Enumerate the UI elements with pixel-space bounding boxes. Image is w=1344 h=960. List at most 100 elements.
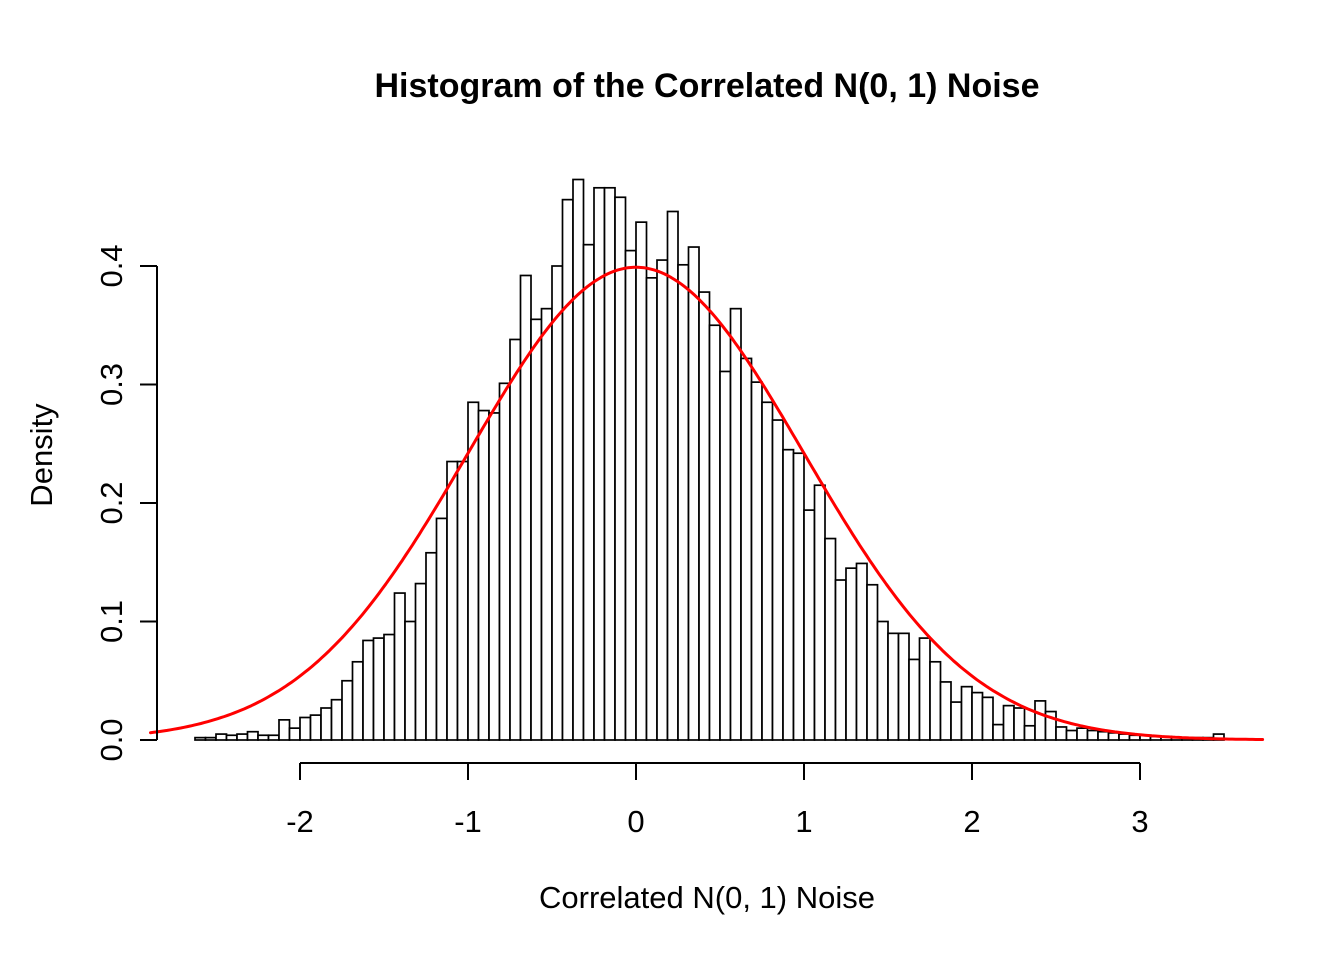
normal-density-curve	[149, 265, 1265, 741]
histogram-bar	[666, 210, 679, 741]
histogram-bar	[719, 370, 732, 741]
y-axis-ticks: 0.0 0.1 0.2 0.3 0.4	[94, 244, 157, 762]
histogram-bar	[698, 291, 711, 741]
histogram-bar	[404, 620, 417, 741]
histogram-bar	[771, 419, 784, 741]
x-tick-label: 3	[1131, 804, 1148, 839]
histogram-bar	[614, 196, 627, 741]
y-tick-label: 0.1	[94, 600, 129, 643]
histogram-bar	[624, 249, 637, 741]
histogram-bar	[1044, 710, 1057, 741]
histogram-bar	[383, 633, 396, 741]
histogram-bar	[876, 620, 889, 741]
histogram-bar	[1055, 726, 1068, 741]
histogram-bar	[1034, 700, 1047, 741]
histogram-bar	[393, 592, 406, 741]
histogram-bar	[1023, 724, 1036, 741]
histogram-bar	[257, 734, 270, 741]
histogram-bar	[908, 658, 921, 741]
y-axis-label: Density	[24, 403, 59, 507]
histogram-bar	[1013, 707, 1026, 741]
histogram-bar	[593, 186, 606, 741]
histogram-bar	[582, 243, 595, 741]
histogram-bar	[372, 637, 385, 741]
x-tick-label: 0	[627, 804, 644, 839]
y-tick-label: 0.3	[94, 363, 129, 406]
histogram-bar	[918, 637, 931, 741]
y-tick-label: 0.4	[94, 244, 129, 287]
histogram-bar	[981, 696, 994, 741]
histogram-bar	[887, 632, 900, 741]
histogram-bar	[267, 734, 280, 741]
histogram-bar	[561, 198, 574, 741]
histogram-bar	[1086, 729, 1099, 741]
histogram-bar	[351, 660, 364, 741]
histogram-bar	[225, 734, 238, 741]
histogram-bar	[1107, 732, 1120, 741]
x-tick-label: 2	[963, 804, 980, 839]
histogram-bar	[960, 685, 973, 741]
histogram-bar	[488, 412, 501, 741]
histogram-bar	[540, 307, 553, 741]
histogram-bar	[278, 719, 291, 741]
y-tick-label: 0.0	[94, 718, 129, 761]
histogram-bar	[1076, 727, 1089, 741]
histogram-bar	[971, 691, 984, 741]
histogram-bar	[677, 263, 690, 741]
histogram-bar	[1097, 730, 1110, 741]
histogram-bar	[215, 733, 228, 741]
x-axis-label: Correlated N(0, 1) Noise	[539, 880, 875, 915]
histogram-bar	[645, 277, 658, 741]
histogram-bar	[824, 537, 837, 741]
histogram-bar	[341, 679, 354, 741]
histogram-bar	[992, 723, 1005, 741]
histogram-bar	[204, 736, 217, 741]
histogram-bar	[194, 736, 207, 741]
histogram-bar	[1065, 729, 1078, 741]
histogram-bar	[708, 324, 721, 741]
histogram-bar	[1002, 704, 1015, 741]
histogram-bar	[803, 509, 816, 741]
histogram-bar	[246, 730, 259, 741]
x-axis: -2 -1 0 1 2 3	[286, 762, 1149, 839]
histogram-bar	[866, 583, 879, 741]
chart-title: Histogram of the Correlated N(0, 1) Nois…	[374, 67, 1039, 105]
x-axis-ticks: -2 -1 0 1 2 3	[286, 763, 1149, 839]
y-tick-label: 0.2	[94, 481, 129, 524]
histogram-bar	[519, 274, 532, 741]
histogram-bar	[929, 660, 942, 741]
histogram-bar	[897, 632, 910, 741]
histogram-bar	[330, 698, 343, 741]
histogram-bar	[656, 259, 669, 741]
x-tick-label: -1	[454, 804, 482, 839]
histogram-bar	[687, 246, 700, 741]
histogram-bar	[782, 448, 795, 741]
histogram-bar	[309, 714, 322, 741]
histogram-bar	[320, 707, 333, 741]
histogram-bar	[498, 382, 511, 741]
histogram-bar	[446, 460, 459, 741]
histogram-bar	[456, 460, 469, 741]
histogram-bar	[414, 582, 427, 741]
histogram-bar	[740, 357, 753, 741]
histogram-bar	[834, 579, 847, 741]
histogram-bar	[572, 178, 585, 741]
histogram-bar	[530, 318, 543, 741]
x-tick-label: -2	[286, 804, 314, 839]
histogram-bar	[750, 381, 763, 741]
histogram-bar	[299, 716, 312, 741]
x-tick-label: 1	[795, 804, 812, 839]
histogram-bar	[635, 221, 648, 741]
histogram-bar	[425, 551, 438, 741]
histogram-bar	[845, 567, 858, 741]
histogram-bar	[477, 409, 490, 741]
histogram-bar	[761, 401, 774, 741]
histogram-bar	[813, 484, 826, 741]
histogram-bar	[855, 562, 868, 741]
histogram-bar	[792, 452, 805, 741]
y-axis: 0.0 0.1 0.2 0.3 0.4	[94, 244, 158, 762]
histogram-bar	[362, 639, 375, 741]
histogram-bar	[939, 681, 952, 741]
